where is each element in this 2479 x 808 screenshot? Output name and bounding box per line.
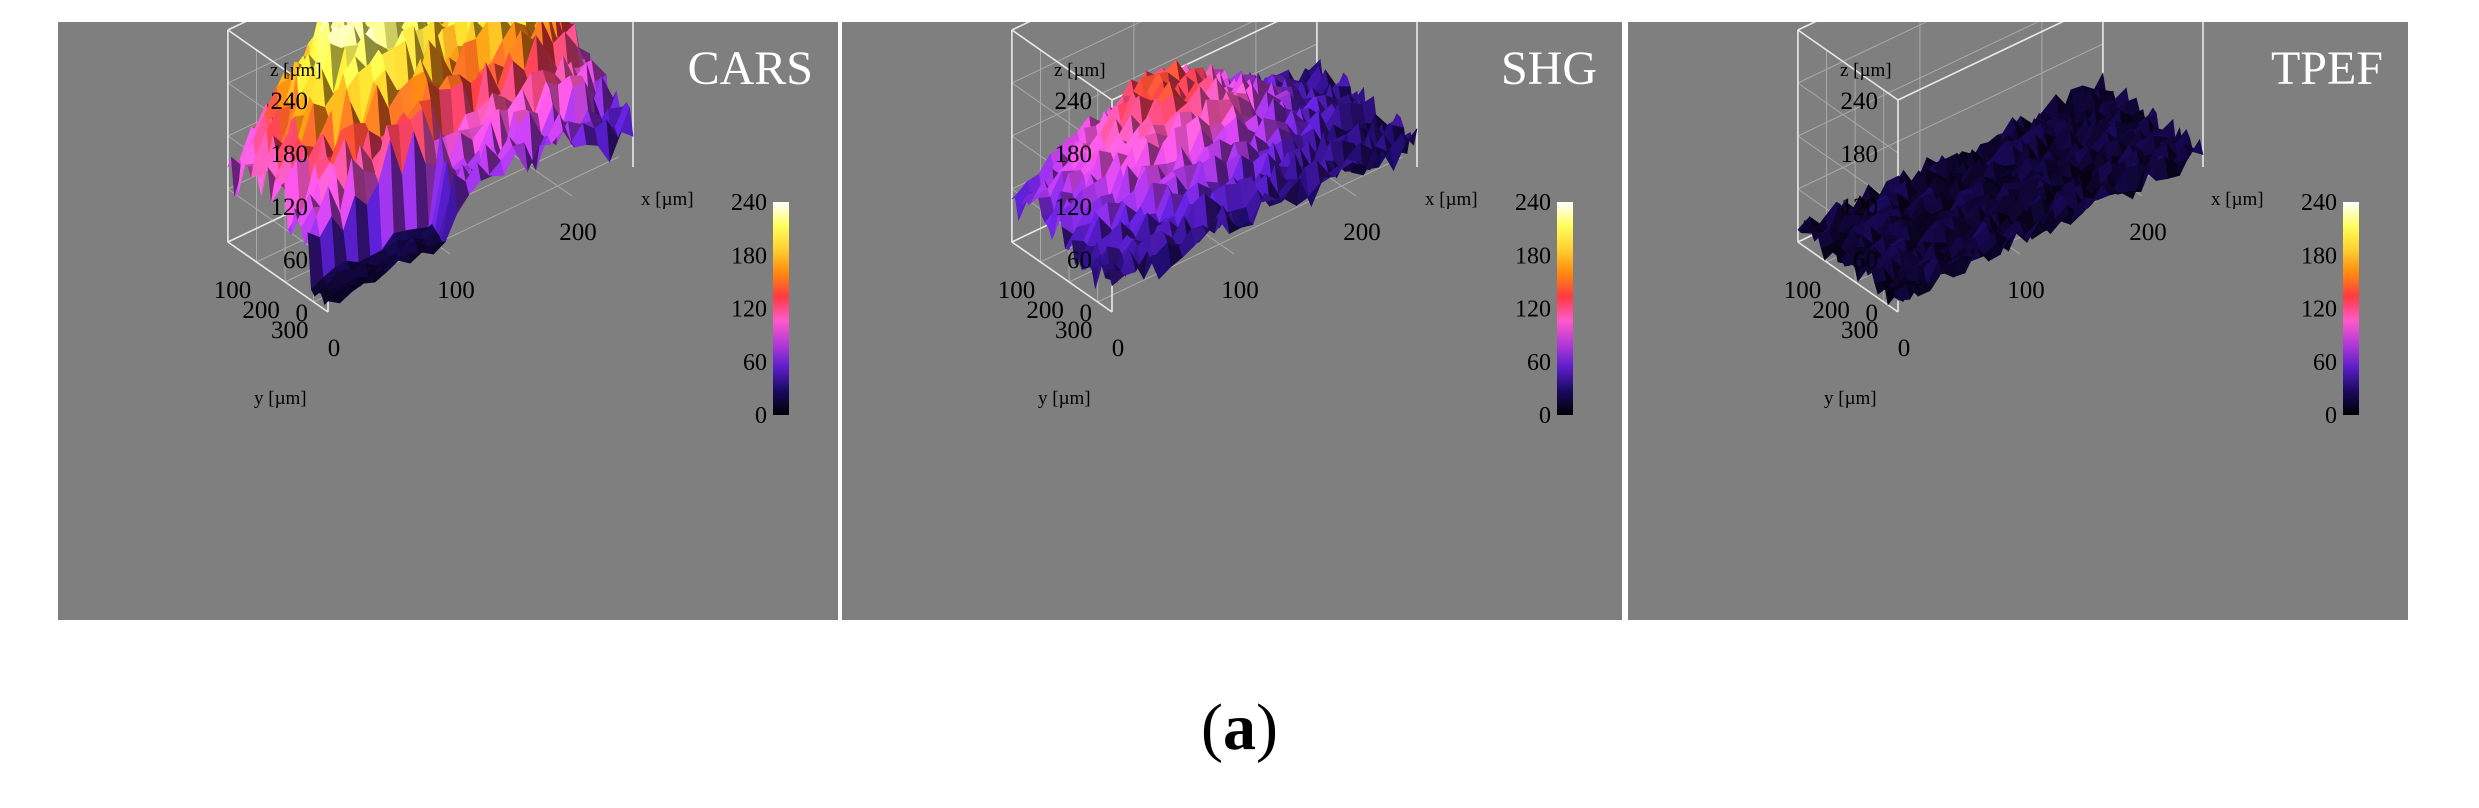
- figure-caption: (a): [0, 690, 2479, 766]
- colorbar-tick-label: 60: [1527, 350, 1551, 376]
- colorbar-tick-label: 0: [2325, 403, 2337, 429]
- y-tick-label: 100: [214, 277, 252, 304]
- z-tick-label: 240: [271, 88, 309, 115]
- colorbar-tick-label: 180: [1515, 243, 1551, 269]
- x-tick-label: 100: [2007, 277, 2045, 304]
- colorbar-tick-label: 120: [2301, 297, 2337, 323]
- z-tick-label: 0: [1080, 300, 1093, 327]
- colorbar-tick-label: 240: [2301, 190, 2337, 216]
- z-tick-label: 120: [1055, 194, 1093, 221]
- box-edge: [1797, 22, 1817, 31]
- colorbar-tick-label: 180: [731, 243, 767, 269]
- surface: [1797, 72, 2204, 306]
- surface-patch: [1894, 284, 1911, 301]
- panel-title: SHG: [1501, 42, 1597, 95]
- x-tick-label: 100: [437, 277, 475, 304]
- colorbar-tick-label: 120: [1515, 297, 1551, 323]
- box-edge: [1011, 241, 1113, 313]
- y-tick-label: 200: [1026, 297, 1064, 324]
- z-axis-label: z [µm]: [1054, 60, 1106, 81]
- x-tick-label: 0: [1112, 335, 1125, 362]
- colorbar-tick-label: 0: [755, 403, 767, 429]
- caption-close: ): [1256, 691, 1278, 764]
- box-edge: [227, 241, 329, 313]
- surface: [227, 22, 634, 305]
- x-tick-label: 200: [2129, 219, 2167, 246]
- z-axis-label: z [µm]: [1840, 60, 1892, 81]
- panel-shg: 0 60 120 180 240 0 100 200 100 200 300 z [µm] x [µm]…: [842, 22, 1622, 620]
- surface: [1011, 58, 1418, 289]
- z-tick-label: 240: [1841, 88, 1879, 115]
- colorbar: [2343, 202, 2359, 415]
- y-axis-label: y [µm]: [254, 388, 307, 409]
- grid-line: [227, 22, 358, 84]
- colorbar: [1557, 202, 1573, 415]
- y-tick-label: 300: [1055, 317, 1093, 344]
- z-tick-label: 180: [271, 141, 309, 168]
- grid-line: [1011, 22, 1030, 31]
- box-edge: [1011, 29, 1113, 101]
- z-tick-label: 0: [296, 300, 309, 327]
- box-edge: [1897, 22, 2064, 101]
- y-axis-label: y [µm]: [1824, 388, 1877, 409]
- y-tick-label: 200: [242, 297, 280, 324]
- x-tick-label: 0: [328, 335, 341, 362]
- surface-patch: [1108, 269, 1125, 287]
- grid-line: [1097, 156, 1403, 303]
- z-tick-label: 60: [1853, 247, 1878, 274]
- surface-patch: [439, 22, 450, 26]
- x-tick-label: 200: [1343, 219, 1381, 246]
- y-tick-label: 300: [271, 317, 309, 344]
- z-tick-label: 60: [283, 247, 308, 274]
- colorbar-tick-label: 0: [1539, 403, 1551, 429]
- colorbar-tick-label: 240: [1515, 190, 1551, 216]
- box-edge: [1797, 241, 1899, 313]
- grid-line: [1797, 22, 1928, 84]
- z-axis-label: z [µm]: [270, 60, 322, 81]
- z-tick-label: 240: [1055, 88, 1093, 115]
- y-axis-label: y [µm]: [1038, 388, 1091, 409]
- z-tick-label: 0: [1866, 300, 1879, 327]
- box-edge: [1797, 29, 1899, 101]
- panel-title: TPEF: [2271, 42, 2383, 95]
- y-tick-label: 300: [1841, 317, 1879, 344]
- colorbar: [773, 202, 789, 415]
- y-tick-label: 100: [998, 277, 1036, 304]
- z-tick-label: 180: [1055, 141, 1093, 168]
- x-axis-label: x [µm]: [1425, 189, 1478, 210]
- y-tick-label: 200: [1812, 297, 1850, 324]
- z-tick-label: 60: [1067, 247, 1092, 274]
- colorbar-tick-label: 180: [2301, 243, 2337, 269]
- x-axis-label: x [µm]: [2211, 189, 2264, 210]
- surface-patch: [324, 291, 341, 305]
- panel-cars: 0 60 120 180 240 0 100 200 100 200 300 z [µm] x [µm]…: [58, 22, 838, 620]
- colorbar-tick-label: 60: [2313, 350, 2337, 376]
- grid-line: [1797, 43, 2104, 190]
- grid-line: [1011, 22, 1142, 84]
- x-tick-label: 0: [1898, 335, 1911, 362]
- panel-title: CARS: [688, 42, 813, 95]
- colorbar-tick-label: 120: [731, 297, 767, 323]
- grid-line: [1797, 22, 1816, 31]
- colorbar-tick-label: 60: [743, 350, 767, 376]
- z-tick-label: 120: [1841, 194, 1879, 221]
- x-axis-label: x [µm]: [641, 189, 694, 210]
- x-tick-label: 200: [559, 219, 597, 246]
- grid-line: [1011, 22, 1253, 137]
- x-tick-label: 100: [1221, 277, 1259, 304]
- panel-tpef: 0 60 120 180 240 0 100 200 100 200 300 z [µm] x [µm]…: [1628, 22, 2408, 620]
- caption-open: (: [1201, 691, 1223, 764]
- colorbar-tick-label: 240: [731, 190, 767, 216]
- grid-line: [1797, 22, 2039, 137]
- z-tick-label: 180: [1841, 141, 1879, 168]
- grid-line: [1797, 82, 1899, 154]
- caption-label: a: [1223, 691, 1256, 764]
- y-tick-label: 100: [1784, 277, 1822, 304]
- box-edge: [1011, 22, 1031, 31]
- z-tick-label: 120: [271, 194, 309, 221]
